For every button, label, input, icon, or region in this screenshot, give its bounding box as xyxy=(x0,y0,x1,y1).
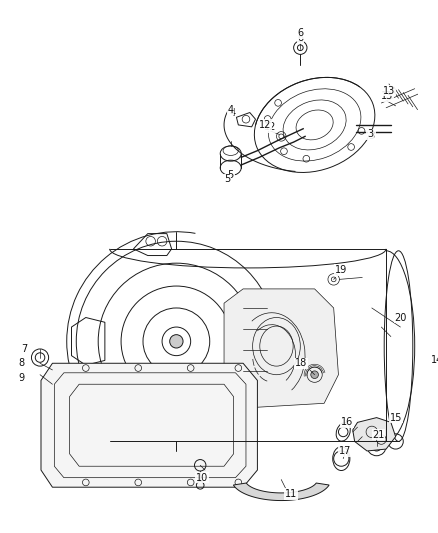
Text: 3: 3 xyxy=(369,131,375,141)
Text: 13: 13 xyxy=(381,91,393,101)
Text: 12: 12 xyxy=(264,122,276,132)
Text: 17: 17 xyxy=(339,446,351,456)
Text: 11: 11 xyxy=(285,489,297,499)
Text: 16: 16 xyxy=(341,417,353,427)
Polygon shape xyxy=(353,418,396,451)
Text: 5: 5 xyxy=(228,169,234,180)
Text: 12: 12 xyxy=(259,120,271,130)
Polygon shape xyxy=(224,289,339,408)
Text: 13: 13 xyxy=(383,86,395,95)
Text: 5: 5 xyxy=(224,174,230,184)
Polygon shape xyxy=(41,364,258,487)
Circle shape xyxy=(293,41,307,54)
Text: 21: 21 xyxy=(372,430,385,440)
Text: 7: 7 xyxy=(21,344,28,354)
Text: 19: 19 xyxy=(335,265,347,275)
Text: 15: 15 xyxy=(389,413,402,423)
Text: 18: 18 xyxy=(295,358,307,368)
FancyBboxPatch shape xyxy=(422,356,435,365)
Text: 6: 6 xyxy=(297,28,304,38)
Polygon shape xyxy=(233,483,329,500)
FancyBboxPatch shape xyxy=(429,480,438,495)
FancyBboxPatch shape xyxy=(427,478,438,489)
Text: 10: 10 xyxy=(196,473,208,483)
Circle shape xyxy=(170,335,183,348)
Text: 3: 3 xyxy=(367,130,373,140)
Text: 4: 4 xyxy=(230,108,236,118)
Text: 4: 4 xyxy=(228,104,234,115)
Text: 8: 8 xyxy=(18,358,24,368)
Text: 9: 9 xyxy=(18,373,24,383)
Text: 20: 20 xyxy=(394,312,406,322)
Text: 14: 14 xyxy=(431,356,438,366)
Circle shape xyxy=(311,371,318,378)
Text: 6: 6 xyxy=(297,33,304,43)
